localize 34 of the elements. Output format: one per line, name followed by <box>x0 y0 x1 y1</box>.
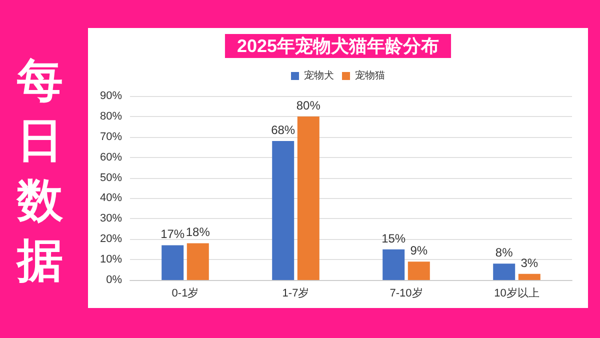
y-tick-label: 90% <box>100 90 122 102</box>
y-tick-label: 10% <box>100 254 122 266</box>
x-tick-label: 7-10岁 <box>390 288 423 300</box>
y-tick-label: 60% <box>100 151 122 164</box>
y-tick-label: 40% <box>100 192 122 204</box>
x-tick-label: 10岁以上 <box>494 286 540 300</box>
x-tick-label: 1-7岁 <box>282 288 310 300</box>
bar <box>382 249 405 280</box>
bar <box>297 116 320 280</box>
chart-title: 2025年宠物犬猫年龄分布 <box>236 36 440 56</box>
data-label: 17% <box>160 227 185 242</box>
x-tick-label: 0-1岁 <box>172 288 199 300</box>
data-label: 9% <box>410 244 428 258</box>
bar <box>408 262 430 280</box>
data-label: 18% <box>186 225 210 240</box>
y-tick-label: 50% <box>100 172 122 184</box>
bar <box>518 274 540 280</box>
legend-label: 宠物猫 <box>355 70 385 82</box>
bar <box>186 243 209 280</box>
data-label: 8% <box>495 246 514 260</box>
data-label: 68% <box>271 122 296 137</box>
data-label: 80% <box>296 98 321 112</box>
bar <box>493 264 516 280</box>
data-label: 3% <box>520 256 538 270</box>
y-tick-label: 80% <box>100 110 122 122</box>
y-tick-label: 30% <box>100 212 122 225</box>
data-label: 15% <box>382 231 406 246</box>
text: 每日数据 <box>16 52 64 289</box>
bar <box>272 140 294 280</box>
y-tick-label: 0% <box>106 274 122 286</box>
y-tick-label: 70% <box>100 130 122 143</box>
y-tick-label: 20% <box>100 233 122 246</box>
bar <box>162 245 184 280</box>
legend-label: 宠物犬 <box>304 70 334 82</box>
